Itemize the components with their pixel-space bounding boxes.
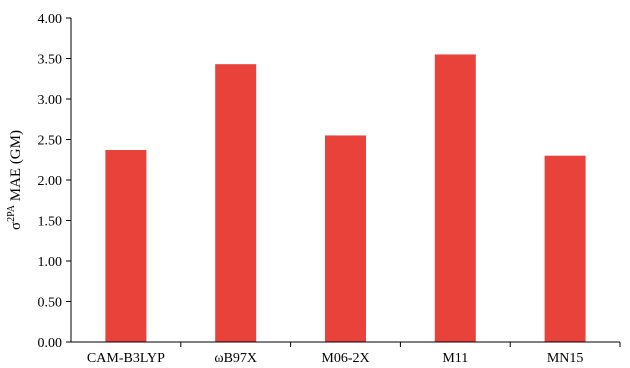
bars-layer: [105, 54, 586, 343]
y-ticks-layer: 0.00 0.50 1.00 1.50 2.00 2.50 3.00 3.50 4.00: [38, 12, 71, 351]
x-category-label: M11: [442, 351, 468, 366]
x-category-label: MN15: [547, 351, 584, 366]
y-tick-label: 3.50: [38, 53, 63, 68]
x-categories-layer: CAM-B3LYP ωB97X M06-2X M11 MN15: [87, 351, 583, 366]
y-tick-label: 1.50: [38, 215, 63, 230]
y-tick-label: 0.50: [38, 296, 63, 311]
bar: [544, 155, 586, 342]
bar: [215, 64, 257, 343]
bar: [325, 135, 366, 342]
y-tick-label: 3.00: [38, 93, 63, 108]
x-category-label: ωB97X: [214, 351, 257, 366]
y-axis-label-rest: MAE (GM): [8, 130, 24, 205]
x-category-label: CAM-B3LYP: [87, 351, 165, 366]
bar: [105, 150, 147, 342]
y-tick-label: 1.00: [38, 255, 63, 270]
y-tick-label: 2.50: [38, 134, 63, 149]
x-category-label: M06-2X: [321, 351, 369, 366]
y-tick-label: 0.00: [38, 336, 63, 351]
y-axis-label: σ2PA MAE (GM): [6, 130, 24, 230]
y-axis-label-superscript: 2PA: [6, 204, 17, 222]
y-axis-label-base: σ: [8, 222, 24, 230]
y-tick-label: 2.00: [38, 174, 63, 189]
bar: [434, 54, 476, 342]
y-tick-label: 4.00: [38, 12, 63, 27]
